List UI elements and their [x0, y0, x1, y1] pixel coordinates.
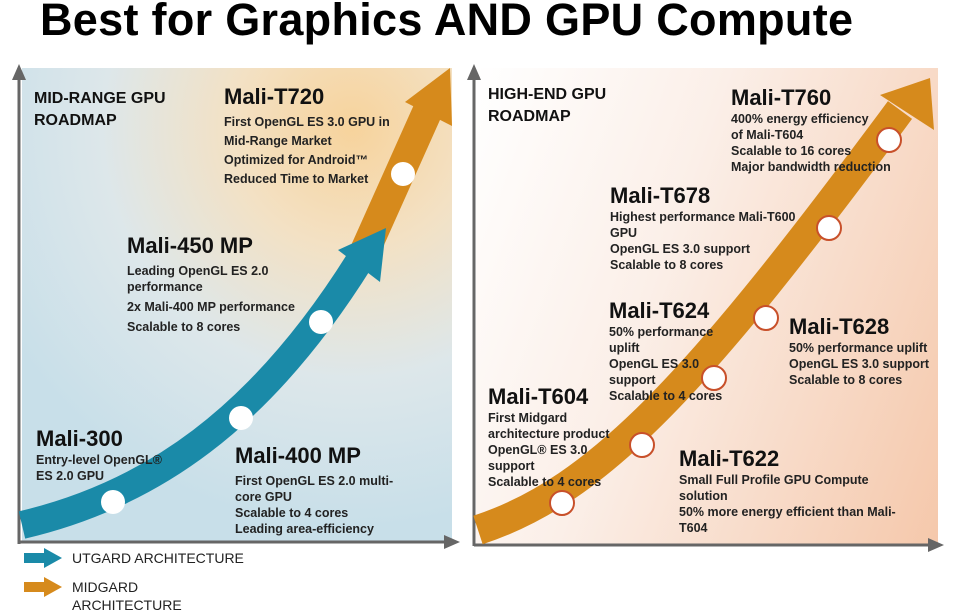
product-mali-t720: Mali-T720 First OpenGL ES 3.0 GPU in Mid… — [224, 84, 390, 187]
product-detail: OpenGL ES 3.0 support — [610, 242, 751, 256]
product-mali-t624: Mali-T624 50% performance uplift OpenGL … — [609, 298, 722, 404]
product-detail: Scalable to 16 cores — [731, 144, 852, 158]
product-detail: Major bandwidth reduction — [731, 160, 891, 174]
product-mali-450mp: Mali-450 MP Leading OpenGL ES 2.0 perfor… — [127, 233, 295, 335]
product-name: Mali-T604 — [488, 384, 589, 409]
mid-range-roadmap-panel — [22, 68, 452, 542]
product-detail: OpenGL ES 3.0 — [609, 357, 700, 371]
product-name: Mali-450 MP — [127, 233, 253, 258]
product-mali-t622: Mali-T622 Small Full Profile GPU Compute… — [679, 446, 896, 536]
product-detail: Reduced Time to Market — [224, 172, 369, 186]
product-name: Mali-T628 — [789, 314, 890, 339]
product-name: Mali-T760 — [731, 85, 832, 110]
product-detail: Leading area-efficiency — [235, 522, 374, 536]
product-detail: Scalable to 8 cores — [789, 373, 903, 387]
product-name: Mali-400 MP — [235, 443, 361, 468]
left-axes — [12, 64, 460, 549]
product-detail: 400% energy efficiency — [731, 112, 869, 126]
product-detail: First Midgard — [488, 411, 568, 425]
product-detail: 50% performance uplift — [789, 341, 928, 355]
product-name: Mali-T678 — [610, 183, 711, 208]
product-detail: Scalable to 4 cores — [235, 506, 349, 520]
product-detail: First OpenGL ES 3.0 GPU in — [224, 115, 390, 129]
product-detail: 2x Mali-400 MP performance — [127, 300, 295, 314]
milestone-dots — [101, 162, 415, 514]
product-detail: solution — [679, 489, 728, 503]
product-mali-t678: Mali-T678 Highest performance Mali-T600 … — [610, 183, 795, 273]
product-detail: architecture product — [488, 427, 610, 441]
product-mali-300: Mali-300 Entry-level OpenGL® ES 2.0 GPU — [36, 426, 162, 484]
product-detail: Scalable to 4 cores — [609, 389, 723, 403]
heading-line: MID-RANGE GPU — [34, 90, 166, 107]
product-detail: Highest performance Mali-T600 — [610, 210, 796, 224]
product-detail: Small Full Profile GPU Compute — [679, 473, 869, 487]
legend-utgard: UTGARD ARCHITECTURE — [72, 550, 244, 566]
product-detail: 50% performance — [609, 325, 714, 339]
product-detail: OpenGL ES 3.0 support — [789, 357, 930, 371]
slide-title: Best for Graphics AND GPU Compute — [40, 0, 854, 45]
product-mali-t604: Mali-T604 First Midgard architecture pro… — [488, 384, 610, 490]
product-detail: Scalable to 4 cores — [488, 475, 602, 489]
product-mali-t628: Mali-T628 50% performance uplift OpenGL … — [789, 314, 929, 388]
product-detail: Scalable to 8 cores — [127, 320, 241, 334]
utgard-arrowhead — [338, 228, 386, 282]
right-axes — [467, 64, 944, 552]
product-detail: uplift — [609, 341, 640, 355]
product-detail: ES 2.0 GPU — [36, 469, 105, 483]
product-name: Mali-T624 — [609, 298, 710, 323]
legend-midgard: MIDGARD ARCHITECTURE — [72, 579, 182, 613]
product-detail: support — [609, 373, 656, 387]
product-detail: GPU — [610, 226, 638, 240]
product-detail: support — [488, 459, 535, 473]
product-detail: OpenGL® ES 3.0 — [488, 443, 588, 457]
product-name: Mali-T720 — [224, 84, 325, 109]
product-mali-t760: Mali-T760 400% energy efficiency of Mali… — [731, 85, 891, 175]
product-detail: Mid-Range Market — [224, 134, 332, 148]
midgard-arrowhead-left — [405, 68, 452, 126]
product-name: Mali-T622 — [679, 446, 780, 471]
product-detail: First OpenGL ES 2.0 multi- — [235, 474, 394, 488]
product-detail: of Mali-T604 — [731, 128, 804, 142]
heading-line: ROADMAP — [34, 112, 117, 129]
product-detail: core GPU — [235, 490, 292, 504]
heading-line: ROADMAP — [488, 108, 571, 125]
heading-line: HIGH-END GPU — [488, 86, 607, 103]
midgard-arrow-right — [473, 101, 913, 545]
product-detail: performance — [127, 280, 203, 294]
product-detail: Leading OpenGL ES 2.0 — [127, 264, 269, 278]
product-detail: 50% more energy efficient than Mali- — [679, 505, 896, 519]
product-name: Mali-300 — [36, 426, 123, 451]
product-mali-400mp: Mali-400 MP First OpenGL ES 2.0 multi- c… — [235, 443, 393, 537]
product-detail: Optimized for Android™ — [224, 153, 368, 167]
product-detail: Scalable to 8 cores — [610, 258, 724, 272]
product-detail: Entry-level OpenGL® — [36, 453, 162, 467]
midgard-arrowhead-right — [880, 78, 934, 130]
legend-arrows — [24, 548, 62, 597]
high-end-heading: HIGH-END GPU ROADMAP — [488, 84, 606, 128]
product-detail: T604 — [679, 521, 708, 535]
mid-range-heading: MID-RANGE GPU ROADMAP — [34, 88, 166, 132]
